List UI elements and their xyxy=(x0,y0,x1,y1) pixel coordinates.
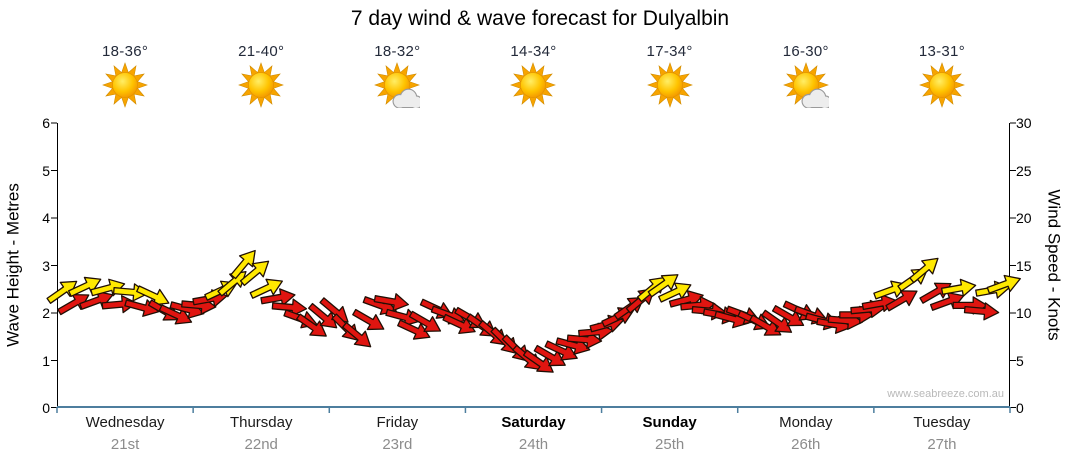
weather-icon-sunny xyxy=(57,62,193,108)
wind-axis-tick: 15 xyxy=(1016,257,1032,274)
day-label: Sunday 25th xyxy=(602,414,738,454)
wave-axis-tick: 4 xyxy=(42,210,50,226)
weather-icon-sunny xyxy=(465,62,601,108)
weather-icon-partly-cloudy xyxy=(738,62,874,108)
chart-title: 7 day wind & wave forecast for Dulyalbin xyxy=(350,7,730,30)
wind-axis-tick: 5 xyxy=(1016,352,1024,369)
day-date: 21st xyxy=(110,436,140,453)
day-date: 25th xyxy=(655,436,685,453)
wind-arrow xyxy=(940,278,977,297)
wind-arrow xyxy=(761,309,793,333)
wave-axis-tick: 1 xyxy=(42,352,50,369)
wind-arrow xyxy=(771,305,805,327)
wind-axis-tick: 0 xyxy=(1016,400,1024,416)
wind-axis-tick: 25 xyxy=(1016,162,1032,179)
wind-arrow xyxy=(67,276,102,297)
day-temps: 13-31° xyxy=(918,43,965,60)
plot-area xyxy=(46,122,1021,413)
wave-axis-title: Wave Height - Metres xyxy=(3,183,23,347)
wind-arrow xyxy=(239,260,270,287)
day-date: 23rd xyxy=(382,436,413,453)
wind-arrow xyxy=(647,274,679,298)
wind-arrow xyxy=(158,304,193,325)
day-date: 26th xyxy=(791,436,821,453)
wind-arrow xyxy=(749,314,782,336)
wind-arrows-chart xyxy=(46,122,1021,413)
icons-row xyxy=(57,62,1010,108)
day-label: Thursday 22nd xyxy=(193,414,329,454)
wind-arrow xyxy=(986,274,1021,294)
weather-icon-partly-cloudy xyxy=(329,62,465,108)
wave-axis-tick: 5 xyxy=(42,162,50,179)
wind-arrow xyxy=(296,313,327,337)
day-temps: 18-32° xyxy=(374,43,421,60)
wind-arrow xyxy=(963,302,1000,321)
day-name: Sunday xyxy=(642,414,697,431)
wind-arrow xyxy=(341,321,372,348)
wind-arrow xyxy=(136,285,170,306)
wind-arrow xyxy=(544,340,578,361)
day-label: Saturday 24th xyxy=(465,414,601,454)
day-name: Monday xyxy=(779,414,833,431)
weather-icon-sunny xyxy=(193,62,329,108)
wind-axis-tick: 10 xyxy=(1016,305,1032,321)
day-temps: 17-34° xyxy=(646,43,693,60)
day-date: 24th xyxy=(518,436,549,453)
days-row: Wednesday 21st Thursday 22nd Friday 23rd Satur… xyxy=(57,414,1010,454)
weather-icon-sunny xyxy=(874,62,1010,108)
day-date: 27th xyxy=(927,436,957,453)
day-label: Monday 26th xyxy=(738,414,874,454)
wind-arrow xyxy=(522,349,554,373)
day-name: Tuesday xyxy=(913,414,971,431)
day-name: Friday xyxy=(376,414,419,431)
wind-arrow xyxy=(249,278,283,299)
day-label: Wednesday 21st xyxy=(57,414,193,454)
weather-icon-sunny xyxy=(602,62,738,108)
day-name: Wednesday xyxy=(85,414,165,431)
wind-arrow xyxy=(885,290,918,312)
wind-arrow xyxy=(352,308,385,331)
wind-arrow xyxy=(408,310,442,333)
day-label: Friday 23rd xyxy=(329,414,465,454)
day-name: Saturday xyxy=(501,414,566,431)
wind-arrow xyxy=(271,298,308,317)
wave-axis-tick: 3 xyxy=(42,257,50,274)
wind-arrow xyxy=(658,282,692,303)
wave-axis-tick: 6 xyxy=(42,115,50,131)
wind-arrow xyxy=(260,288,296,307)
day-temps: 16-30° xyxy=(782,43,829,60)
wind-axis-tick: 20 xyxy=(1016,210,1032,226)
wind-arrow xyxy=(373,293,409,312)
wave-axis-tick: 0 xyxy=(42,400,50,416)
temps-row: 18-36° 21-40° 18-32° 14-34° 17-34° 16-30° 13-3… xyxy=(57,43,1010,60)
day-temps: 14-34° xyxy=(510,43,557,60)
day-label: Tuesday 27th xyxy=(874,414,1010,454)
wind-arrow xyxy=(533,344,566,367)
wind-arrow xyxy=(909,257,939,284)
day-name: Thursday xyxy=(229,414,293,431)
watermark: www.seabreeze.com.au xyxy=(887,388,1004,400)
wind-arrow xyxy=(397,319,431,340)
day-date: 22nd xyxy=(244,436,278,453)
wave-axis-tick: 2 xyxy=(42,305,50,321)
wind-arrow xyxy=(442,313,476,335)
wind-arrow xyxy=(230,249,256,280)
wind-axis-tick: 30 xyxy=(1016,115,1032,131)
day-temps: 18-36° xyxy=(101,43,149,60)
wind-arrow xyxy=(307,302,338,329)
day-temps: 21-40° xyxy=(238,43,285,60)
